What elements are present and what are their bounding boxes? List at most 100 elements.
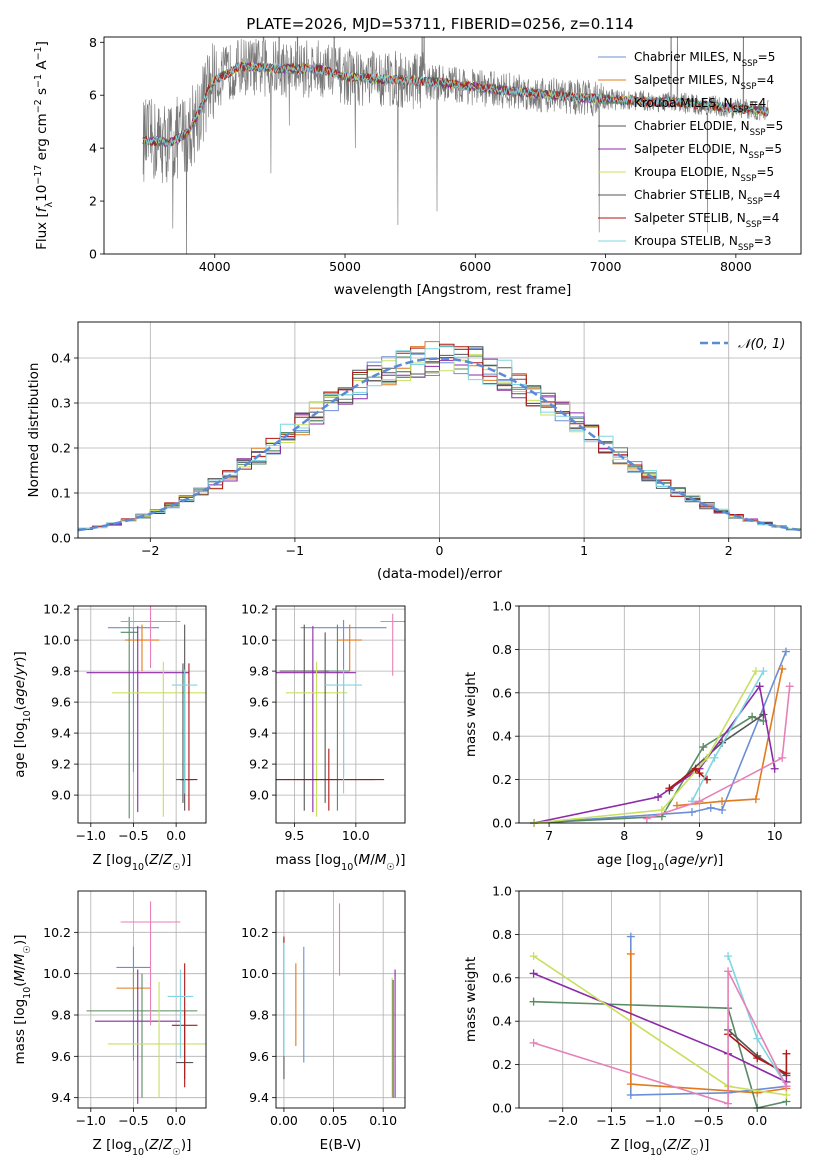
y-tick-label: 9.4 <box>249 1090 269 1105</box>
weight-marker <box>529 997 538 1006</box>
legend-entry: Kroupa MILES, NSSP=4 <box>634 96 766 115</box>
y-tick-label: 0.6 <box>492 685 512 700</box>
spectrum-frame <box>103 36 802 255</box>
z_age-ylabel: age [log10(age/yr)] <box>12 651 33 777</box>
y-tick-label: 9.0 <box>51 788 71 803</box>
weight-marker <box>691 764 700 773</box>
legend-entry: Salpeter STELIB, NSSP=4 <box>634 211 779 230</box>
y-tick-label: 0.8 <box>492 927 512 942</box>
ebv_mass-frame <box>275 890 406 1109</box>
weight-marker <box>748 712 757 721</box>
z_weight-frame <box>518 890 802 1109</box>
weight-marker <box>626 1090 635 1099</box>
weight-marker <box>782 1069 791 1078</box>
y-tick-label: 9.0 <box>249 788 269 803</box>
y-tick-label: 10.0 <box>43 966 71 981</box>
weight-marker <box>626 949 635 958</box>
y-tick-label: 0.4 <box>492 1014 512 1029</box>
x-tick-label: 6000 <box>459 259 491 274</box>
x-tick-label: 4000 <box>199 259 231 274</box>
weight-marker <box>759 667 768 676</box>
weight-marker <box>626 932 635 941</box>
weight-marker <box>782 1090 791 1099</box>
y-tick-label: 0.0 <box>492 816 512 831</box>
weight-marker <box>642 814 651 823</box>
weight-line <box>727 1033 788 1075</box>
weight-marker <box>699 743 708 752</box>
y-tick-label: 6 <box>89 88 97 103</box>
y-tick-label: 0.2 <box>492 772 512 787</box>
x-tick-label: 7 <box>545 828 553 843</box>
x-tick-label: 0.0 <box>747 1113 767 1128</box>
z_age-xlabel: Z [log10(Z/Z☉)] <box>93 852 192 873</box>
y-tick-label: 9.4 <box>51 1090 71 1105</box>
y-tick-label: 9.6 <box>51 695 71 710</box>
x-tick-label: −1.0 <box>76 828 106 843</box>
x-tick-label: 2 <box>725 543 733 558</box>
x-tick-label: −2.0 <box>548 1113 578 1128</box>
weight-marker <box>529 969 538 978</box>
weight-marker <box>706 803 715 812</box>
x-tick-label: −2 <box>141 543 159 558</box>
weight-marker <box>781 647 790 656</box>
x-tick-label: 5000 <box>329 259 361 274</box>
x-tick-label: 10.0 <box>342 828 370 843</box>
weight-marker <box>695 797 704 806</box>
y-tick-label: 0.0 <box>492 1101 512 1116</box>
weight-marker <box>718 805 727 814</box>
weight-line <box>630 953 787 1094</box>
spectrum-legend: Chabrier MILES, NSSP=5 Salpeter MILES, NS… <box>598 50 783 253</box>
weight-line <box>646 686 791 820</box>
x-tick-label: 0 <box>436 543 444 558</box>
weight-marker <box>770 764 779 773</box>
x-tick-label: 1 <box>580 543 588 558</box>
weight-marker <box>778 664 787 673</box>
x-tick-label: 9.5 <box>284 828 304 843</box>
legend-entry: Salpeter ELODIE, NSSP=5 <box>634 142 782 161</box>
weight-marker <box>753 1034 762 1043</box>
weight-marker <box>759 710 768 719</box>
weight-marker <box>782 1049 791 1058</box>
mass_age-points <box>276 613 405 817</box>
age_weight-frame <box>518 605 802 824</box>
weight-marker <box>529 1038 538 1047</box>
z_mass-ylabel: mass [log10(M/M☉)] <box>12 935 33 1065</box>
weight-line <box>533 970 788 1105</box>
z_weight-ylabel: mass weight <box>463 957 479 1042</box>
x-tick-label: 7000 <box>590 259 622 274</box>
z_age-axes: −1.0 −0.5 0.0 9.0 9.2 9.4 9.6 9.8 10.0 10.2 <box>43 602 206 843</box>
ebv_mass-axes: 0.00 0.05 0.10 9.4 9.6 9.8 10.0 10.2 <box>241 891 405 1128</box>
y-tick-label: 0.3 <box>51 396 71 411</box>
weight-marker <box>751 667 760 676</box>
y-tick-label: 0.1 <box>51 486 71 501</box>
x-tick-label: 0.00 <box>270 1113 298 1128</box>
y-tick-label: 9.2 <box>51 757 71 772</box>
y-tick-label: 9.8 <box>249 1008 269 1023</box>
spectrum-lines <box>142 37 769 254</box>
y-tick-label: 9.8 <box>249 664 269 679</box>
z_weight-xlabel: Z [log10(Z/Z☉)] <box>611 1137 710 1158</box>
y-tick-label: 0.2 <box>51 441 71 456</box>
y-tick-label: 4 <box>89 141 97 156</box>
x-tick-label: 0.0 <box>166 1113 186 1128</box>
z_age-frame <box>77 605 207 824</box>
weight-line <box>533 1000 787 1109</box>
legend-entry: Chabrier ELODIE, NSSP=5 <box>634 119 783 138</box>
y-tick-label: 0.8 <box>492 642 512 657</box>
z_weight-series <box>529 932 791 1112</box>
weight-marker <box>753 1054 762 1063</box>
weight-marker <box>657 805 666 814</box>
y-tick-label: 10.0 <box>241 966 269 981</box>
x-tick-label: 0.0 <box>166 828 186 843</box>
y-tick-label: 2 <box>89 194 97 209</box>
legend-entry: Salpeter MILES, NSSP=4 <box>634 73 774 92</box>
mass_age-frame <box>275 605 406 824</box>
x-tick-label: 8000 <box>720 259 752 274</box>
x-tick-label: 10 <box>767 828 783 843</box>
y-tick-label: 9.4 <box>51 726 71 741</box>
y-tick-label: 10.2 <box>43 925 71 940</box>
z_mass-xlabel: Z [log10(Z/Z☉)] <box>93 1137 192 1158</box>
normal-curve <box>77 357 802 532</box>
legend-entry: Chabrier STELIB, NSSP=4 <box>634 188 781 207</box>
